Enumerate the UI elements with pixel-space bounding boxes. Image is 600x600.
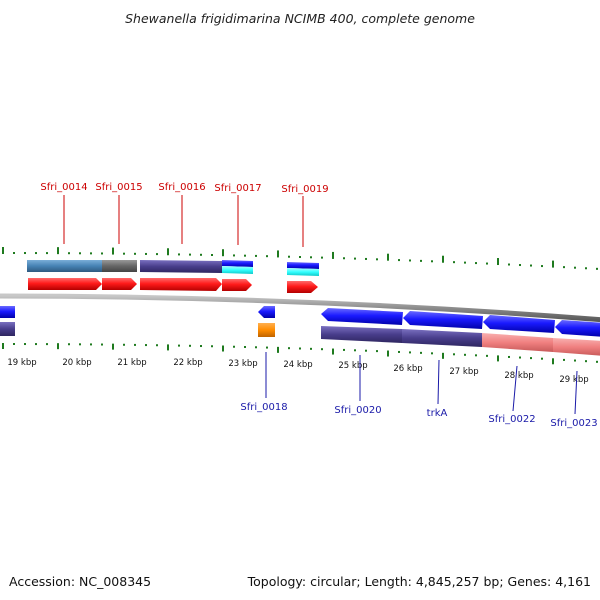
gene-arrow-sfri-0014[interactable]: [28, 278, 102, 290]
gene-arrow-sfri-0023[interactable]: [555, 320, 600, 337]
cog-bar-sfri-0017-b: [222, 266, 253, 274]
cog-bar-sfri-0016: [140, 260, 222, 273]
ruler-label-29kbp: 29 kbp: [559, 375, 588, 385]
upper-tick-row: [2, 247, 598, 270]
gene-label-sfri-0014[interactable]: Sfri_0014: [40, 182, 87, 193]
leader-line-sfri-0022: [512, 365, 518, 412]
cog-bar-sfri-0015: [102, 260, 137, 272]
gene-label-sfri-0016[interactable]: Sfri_0016: [158, 182, 205, 193]
gene-label-sfri-0015[interactable]: Sfri_0015: [95, 182, 142, 193]
gene-label-sfri-0022[interactable]: Sfri_0022: [488, 414, 535, 425]
ruler-label-22kbp: 22 kbp: [173, 358, 202, 368]
cog-bar-left-edge: [0, 322, 15, 336]
reverse-cog-band: [0, 322, 600, 356]
gene-label-trka[interactable]: trkA: [427, 408, 448, 419]
leader-line-trka: [437, 359, 440, 405]
cog-bar-trka: [402, 329, 482, 347]
ruler-label-19kbp: 19 kbp: [7, 358, 36, 368]
cog-bar-sfri-0019-b: [287, 268, 319, 276]
gene-label-sfri-0023[interactable]: Sfri_0023: [550, 418, 597, 429]
leader-line-sfri-0023: [574, 370, 578, 415]
lower-tick-row: [2, 343, 598, 365]
gene-arrow-sfri-0015[interactable]: [102, 278, 137, 290]
genome-backbone: [0, 293, 600, 323]
cog-bar-sfri-0017: [222, 260, 253, 267]
gene-label-sfri-0020[interactable]: Sfri_0020: [334, 405, 381, 416]
reverse-gene-labels: Sfri_0018 Sfri_0020 trkA Sfri_0022 Sfri_…: [240, 352, 598, 429]
ruler-label-27kbp: 27 kbp: [449, 367, 478, 377]
gene-arrow-sfri-0020[interactable]: [321, 308, 403, 325]
gene-label-sfri-0019[interactable]: Sfri_0019: [281, 184, 328, 195]
forward-cds-track: [28, 278, 318, 293]
genome-summary-text: Topology: circular; Length: 4,845,257 bp…: [247, 574, 591, 589]
cog-bar-sfri-0022: [482, 333, 553, 352]
map-title: Shewanella frigidimarina NCIMB 400, comp…: [125, 11, 475, 26]
cog-bar-sfri-0018: [258, 323, 275, 337]
gene-arrow-sfri-0019[interactable]: [287, 281, 318, 293]
ruler-label-26kbp: 26 kbp: [393, 364, 422, 374]
ruler-label-24kbp: 24 kbp: [283, 360, 312, 370]
gene-arrow-sfri-0017[interactable]: [222, 279, 252, 291]
ruler-label-21kbp: 21 kbp: [117, 358, 146, 368]
gene-arrow-sfri-0018[interactable]: [258, 306, 275, 318]
accession-text: Accession: NC_008345: [9, 574, 151, 589]
cog-bar-sfri-0019: [287, 262, 319, 269]
ruler-label-28kbp: 28 kbp: [504, 371, 533, 381]
gene-arrow-left-edge[interactable]: [0, 306, 15, 318]
gene-arrow-trka[interactable]: [403, 311, 483, 329]
ruler-label-23kbp: 23 kbp: [228, 359, 257, 369]
cog-bar-sfri-0020: [321, 326, 402, 343]
ruler-label-20kbp: 20 kbp: [62, 358, 91, 368]
reverse-cds-track: [0, 306, 600, 337]
ruler-labels: 19 kbp 20 kbp 21 kbp 22 kbp 23 kbp 24 kb…: [7, 358, 588, 385]
forward-cog-band: [27, 260, 319, 276]
ruler-label-25kbp: 25 kbp: [338, 361, 367, 371]
gene-arrow-sfri-0016[interactable]: [140, 278, 222, 291]
cog-bar-sfri-0014: [27, 260, 102, 272]
gene-arrow-sfri-0022[interactable]: [483, 315, 555, 333]
gene-label-sfri-0018[interactable]: Sfri_0018: [240, 402, 287, 413]
forward-gene-labels: Sfri_0014 Sfri_0015 Sfri_0016 Sfri_0017 …: [40, 182, 329, 247]
cog-bar-sfri-0023: [553, 338, 600, 356]
gene-label-sfri-0017[interactable]: Sfri_0017: [214, 183, 261, 194]
